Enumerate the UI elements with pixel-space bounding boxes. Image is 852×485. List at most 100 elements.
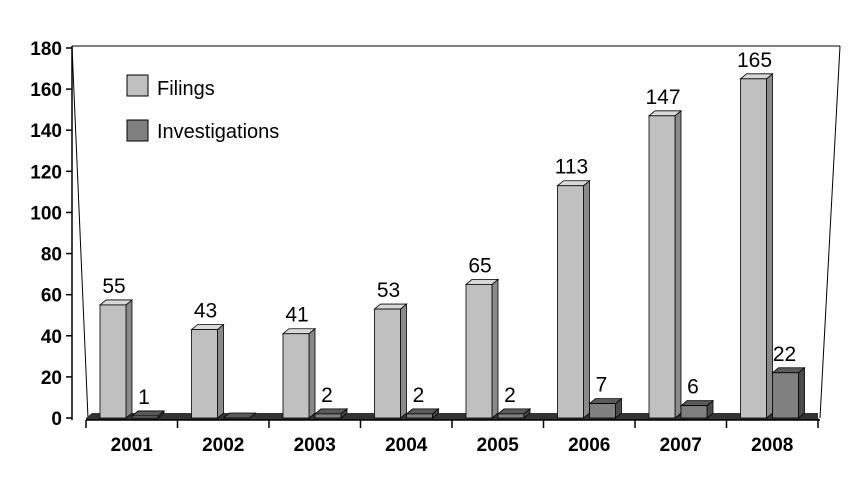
bar-investigations-2005-top <box>496 408 532 415</box>
x-tick-label: 2003 <box>294 435 336 456</box>
bar-investigations-2007-front <box>680 405 708 419</box>
bar-investigations-2004-top <box>405 408 440 415</box>
y-tick-label: 160 <box>30 80 62 101</box>
bar-investigations-2001-front <box>131 415 159 419</box>
x-tick-label: 2005 <box>477 435 520 456</box>
bar-investigations-2008 <box>771 366 806 419</box>
data-labels: 55 1 43 41 2 53 2 65 2 113 7 147 6 165 22 <box>102 49 796 409</box>
bar-investigations-2004-front <box>406 413 433 419</box>
data-label-investigations: 22 <box>773 343 796 366</box>
bar-filings-2006-front <box>557 185 584 419</box>
data-label-filings: 165 <box>737 49 772 72</box>
data-label-filings: 41 <box>285 304 308 327</box>
x-axis: 2001 2002 2003 2004 2005 2006 2007 2008 <box>85 413 820 456</box>
data-label-investigations: 1 <box>138 386 150 409</box>
x-tick-label: 2001 <box>111 435 154 456</box>
bar-filings-2005-side <box>491 278 499 419</box>
data-label-investigations: 6 <box>687 376 699 399</box>
data-label-filings: 55 <box>102 275 125 298</box>
bar-investigations-2005-front <box>497 413 525 419</box>
bar-investigations-2003 <box>313 408 349 419</box>
bar-investigations-2004 <box>405 408 440 419</box>
chart-floor <box>86 413 820 420</box>
bar-filings-2005 <box>464 278 500 419</box>
data-label-investigations: 2 <box>413 384 425 407</box>
bar-filings-2003-top <box>281 328 317 335</box>
bar-filings-2005-front <box>465 283 493 419</box>
data-label-filings: 43 <box>194 300 217 323</box>
bar-filings-2001-side <box>125 299 133 419</box>
y-axis: 0 20 40 60 80 100 120 140 160 180 <box>30 39 73 430</box>
bar-investigations-2003-top <box>313 408 349 415</box>
bar-filings-2004-top <box>373 303 408 310</box>
y-tick-label: 0 <box>51 409 62 430</box>
bar-investigations-2008-top <box>771 367 806 374</box>
bar-investigations-2007 <box>679 399 715 419</box>
bar-filings-2007-top <box>647 110 683 117</box>
bar-filings-2002-side <box>217 323 224 419</box>
y-tick-label: 100 <box>30 203 62 224</box>
data-label-investigations: 2 <box>504 384 516 407</box>
x-tick-label: 2007 <box>660 435 702 456</box>
y-tick-label: 60 <box>41 286 62 307</box>
bar-filings-2002-front <box>191 329 218 419</box>
data-label-filings: 147 <box>645 86 680 109</box>
bar-filings-2008-top <box>739 73 774 80</box>
y-tick-label: 20 <box>41 368 62 389</box>
bar-investigations-2006-top <box>588 398 623 405</box>
bar-investigations-2005 <box>496 408 532 419</box>
bar-investigations-2001 <box>130 410 166 419</box>
y-tick-label: 180 <box>30 39 62 60</box>
bar-investigations-2001-top <box>130 410 166 417</box>
legend: Filings Investigations <box>126 74 279 143</box>
data-label-filings: 113 <box>555 156 588 179</box>
bar-investigations-2003-front <box>314 413 342 419</box>
bar-filings-2003-front <box>282 333 310 419</box>
bar-filings-2008-side <box>766 72 773 419</box>
y-tick-label: 40 <box>41 327 62 348</box>
legend-swatch-filings <box>126 74 149 97</box>
legend-swatch-investigations <box>126 119 149 142</box>
bar-filings-2007 <box>647 109 683 419</box>
bar-filings-2006 <box>556 179 591 419</box>
y-tick-label: 140 <box>30 121 62 142</box>
x-tick-label: 2008 <box>751 435 793 456</box>
frame-right-edge <box>819 45 841 419</box>
chart-frame <box>71 45 841 419</box>
data-label-filings: 53 <box>377 279 400 302</box>
legend-label-investigations: Investigations <box>157 121 279 143</box>
x-tick-label: 2004 <box>385 435 428 456</box>
bar-filings-2001-top <box>98 299 134 306</box>
bar-investigations-2008-front <box>772 372 799 419</box>
bar-filings-2004-front <box>374 308 401 419</box>
frame-left-diagonal <box>71 45 89 419</box>
bar-filings-2007-side <box>674 109 682 419</box>
y-tick-label: 120 <box>30 162 62 183</box>
bar-filings-2001 <box>98 299 134 419</box>
bar-investigations-2002 <box>222 412 257 419</box>
bar-filings-2001-front <box>99 304 127 419</box>
bar-filings-2006-top <box>556 180 591 187</box>
bar-filings-2004-side <box>400 303 407 419</box>
x-tick-label: 2006 <box>568 435 610 456</box>
bar-filings-2007-front <box>648 115 676 419</box>
bar-series <box>98 72 806 419</box>
legend-label-filings: Filings <box>157 78 215 100</box>
x-tick-label: 2002 <box>202 435 244 456</box>
bar-investigations-2008-side <box>798 366 805 419</box>
data-label-investigations: 7 <box>596 374 608 397</box>
bar-filings-2004 <box>373 303 408 419</box>
bar-filings-2003-side <box>308 327 316 419</box>
bar-investigations-2002-top <box>222 412 257 419</box>
bar-filings-2002-top <box>190 324 225 331</box>
bar-filings-2006-side <box>583 179 590 419</box>
bar-investigations-2006-front <box>589 403 616 419</box>
bar-filings-2005-top <box>464 278 500 285</box>
bar-filings-2008 <box>739 72 774 419</box>
data-label-filings: 65 <box>468 254 491 277</box>
data-label-investigations: 2 <box>321 384 333 407</box>
bar-filings-2008-front <box>740 78 767 419</box>
y-tick-label: 80 <box>41 245 62 266</box>
bar-investigations-2006 <box>588 397 623 419</box>
